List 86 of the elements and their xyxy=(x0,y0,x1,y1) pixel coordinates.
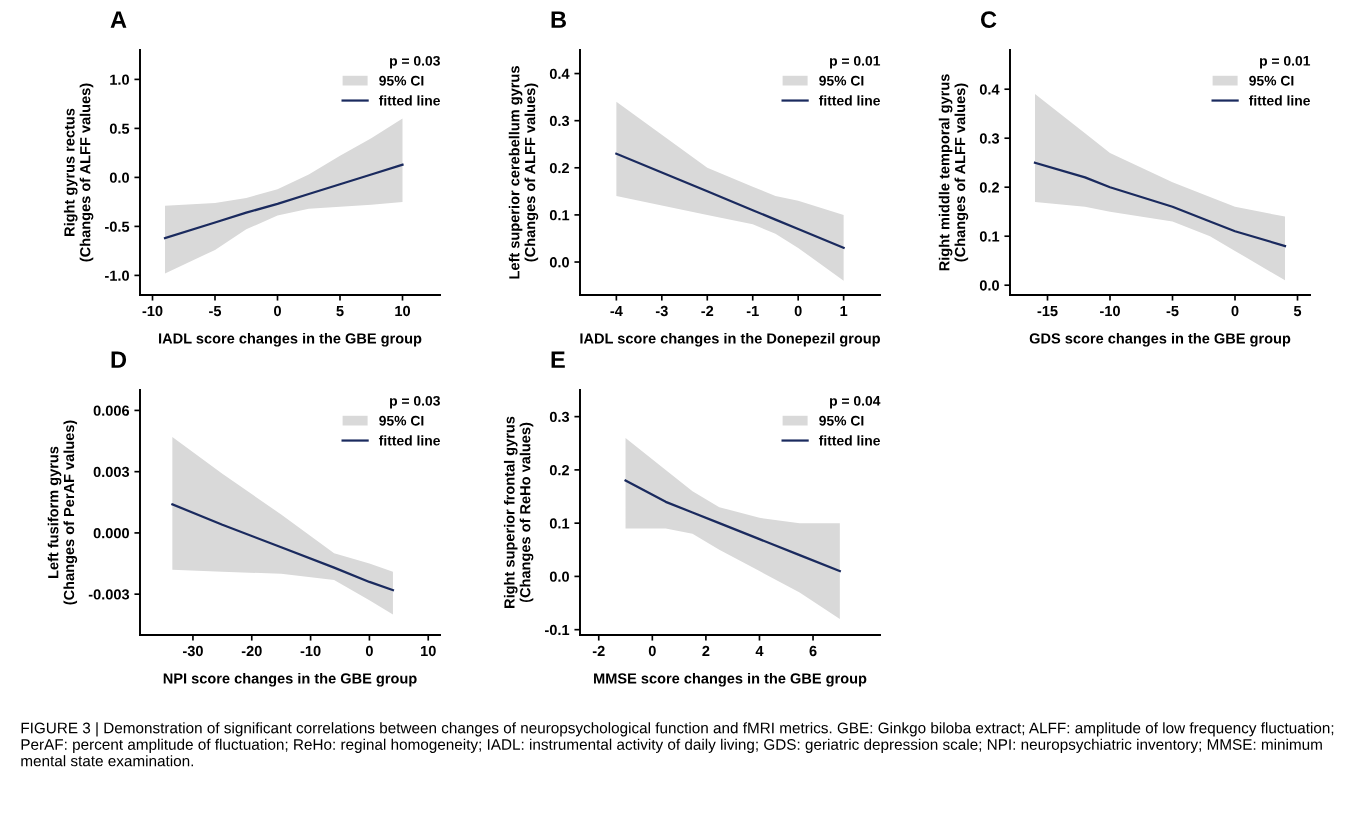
legend-title: p = 0.01 xyxy=(1260,55,1311,69)
y-tick-label: -0.5 xyxy=(105,221,130,232)
x-tick-label: -5 xyxy=(1166,305,1179,317)
x-tick-label: -4 xyxy=(610,305,623,316)
x-tick-label: -2 xyxy=(701,305,714,316)
y-tick-label: 0.0 xyxy=(979,280,999,291)
annotation: 95% CI xyxy=(819,415,864,426)
x-tick-label: 10 xyxy=(421,645,436,657)
x-tick-label: 5 xyxy=(1293,305,1302,317)
legend-title: p = 0.01 xyxy=(830,55,881,69)
x-tick-label: 0 xyxy=(365,645,373,657)
x-tick-label: -2 xyxy=(592,645,605,656)
annotation: 95% CI xyxy=(379,415,424,426)
y-tick-label: 0.1 xyxy=(549,210,570,221)
chart-title: D xyxy=(111,351,127,368)
legend-label: fitted line xyxy=(1248,95,1310,106)
y-tick-label: 0.000 xyxy=(93,528,129,539)
y-axis-title: Right superior frontal gyrus (Changes of ReHo values) xyxy=(503,416,534,608)
x-tick-label: 2 xyxy=(702,645,710,656)
y-tick-label: 0.003 xyxy=(93,466,130,478)
y-tick-label: 0.5 xyxy=(109,123,130,134)
legend-label: fitted line xyxy=(378,435,440,446)
x-tick-label: -5 xyxy=(209,305,222,317)
y-tick-label: 0.006 xyxy=(93,405,130,416)
x-tick-label: -20 xyxy=(241,645,262,657)
x-tick-label: -10 xyxy=(142,305,163,317)
legend-title: p = 0.03 xyxy=(390,55,440,69)
legend-title: p = 0.04 xyxy=(830,395,881,409)
x-tick-label: -10 xyxy=(300,645,321,657)
line-series xyxy=(163,163,404,240)
y-tick-label: 0.0 xyxy=(549,257,569,268)
x-axis-title: NPI score changes in the GBE group xyxy=(163,672,417,687)
x-tick-label: -30 xyxy=(182,645,203,657)
x-axis-title: MMSE score changes in the GBE group xyxy=(594,672,867,687)
x-tick-label: 10 xyxy=(395,305,411,317)
y-tick-label: -1.0 xyxy=(105,270,129,281)
y-tick-label: 0.2 xyxy=(979,182,999,193)
chart-title: E xyxy=(551,351,565,368)
y-tick-label: 0.1 xyxy=(549,518,570,529)
chart-title: B xyxy=(551,11,566,28)
legend-label: fitted line xyxy=(378,95,440,106)
line-series xyxy=(624,479,841,573)
y-tick-label: -0.003 xyxy=(88,589,130,600)
y-axis-title: Left superior cerebellum gyrus (Changes of ALFF values) xyxy=(508,66,539,279)
x-tick-label: 0 xyxy=(1231,305,1239,317)
annotation: 95% CI xyxy=(379,75,424,86)
x-tick-label: 1 xyxy=(840,305,848,316)
x-tick-label: 0 xyxy=(274,305,281,317)
chart-title: C xyxy=(980,11,997,29)
x-tick-label: 0 xyxy=(648,645,656,657)
line-series xyxy=(1033,161,1287,248)
y-tick-label: 0.4 xyxy=(549,68,570,79)
annotation: 95% CI xyxy=(1249,75,1294,86)
y-axis-title: Right gyrus rectus (Changes of ALFF values) xyxy=(63,83,94,262)
y-tick-label: 0.1 xyxy=(979,231,1000,242)
y-tick-label: 0.2 xyxy=(549,464,569,476)
y-tick-label: 0.4 xyxy=(979,84,1000,95)
x-tick-label: -1 xyxy=(746,305,759,316)
y-tick-label: 0.2 xyxy=(549,162,569,174)
y-tick-label: 0.3 xyxy=(549,115,570,127)
line-series xyxy=(171,503,395,592)
x-axis-title: IADL score changes in the Donepezil group xyxy=(580,332,880,347)
legend-label: fitted line xyxy=(818,95,880,106)
y-tick-label: 1.0 xyxy=(110,74,129,85)
y-tick-label: -0.1 xyxy=(545,624,570,636)
legend-label: fitted line xyxy=(818,435,880,446)
x-axis-title: GDS score changes in the GBE group xyxy=(1029,332,1291,347)
line-series xyxy=(615,152,845,249)
x-axis-title: IADL score changes in the GBE group xyxy=(159,332,422,347)
x-tick-label: 0 xyxy=(794,305,802,317)
y-axis-title: Left fusiform gyrus (Changes of PerAF values) xyxy=(47,420,78,605)
caption: FIGURE 3 | Demonstration of significant correlations between changes of neuropsychological function and fMRI metrics. GBE: Ginkgo biloba extract; ALFF: amplitude of low frequency fluctuation; PerAF: percent amplitude of fluctuation; ReHo: reginal homogeneity; IADL: instrumental activity of daily living; GDS: geriatric depression scale; NPI: neuropsychiatric inventory; MMSE: minimum mental state examination. xyxy=(21,722,1334,767)
y-tick-label: 0.3 xyxy=(549,411,570,423)
x-tick-label: -10 xyxy=(1100,305,1120,317)
chart-title: A xyxy=(110,11,127,28)
y-tick-label: 0.0 xyxy=(109,172,129,183)
y-tick-label: 0.3 xyxy=(979,133,1000,144)
y-axis-title: Right middle temporal gyrus (Changes of ALFF values) xyxy=(938,74,969,271)
y-tick-label: 0.0 xyxy=(549,571,569,582)
legend-title: p = 0.03 xyxy=(390,395,440,409)
x-tick-label: 5 xyxy=(336,305,344,317)
x-tick-label: -3 xyxy=(655,305,668,317)
x-tick-label: 6 xyxy=(809,645,817,657)
x-tick-label: -15 xyxy=(1037,305,1058,317)
x-tick-label: 4 xyxy=(755,645,764,656)
annotation: 95% CI xyxy=(819,75,864,86)
